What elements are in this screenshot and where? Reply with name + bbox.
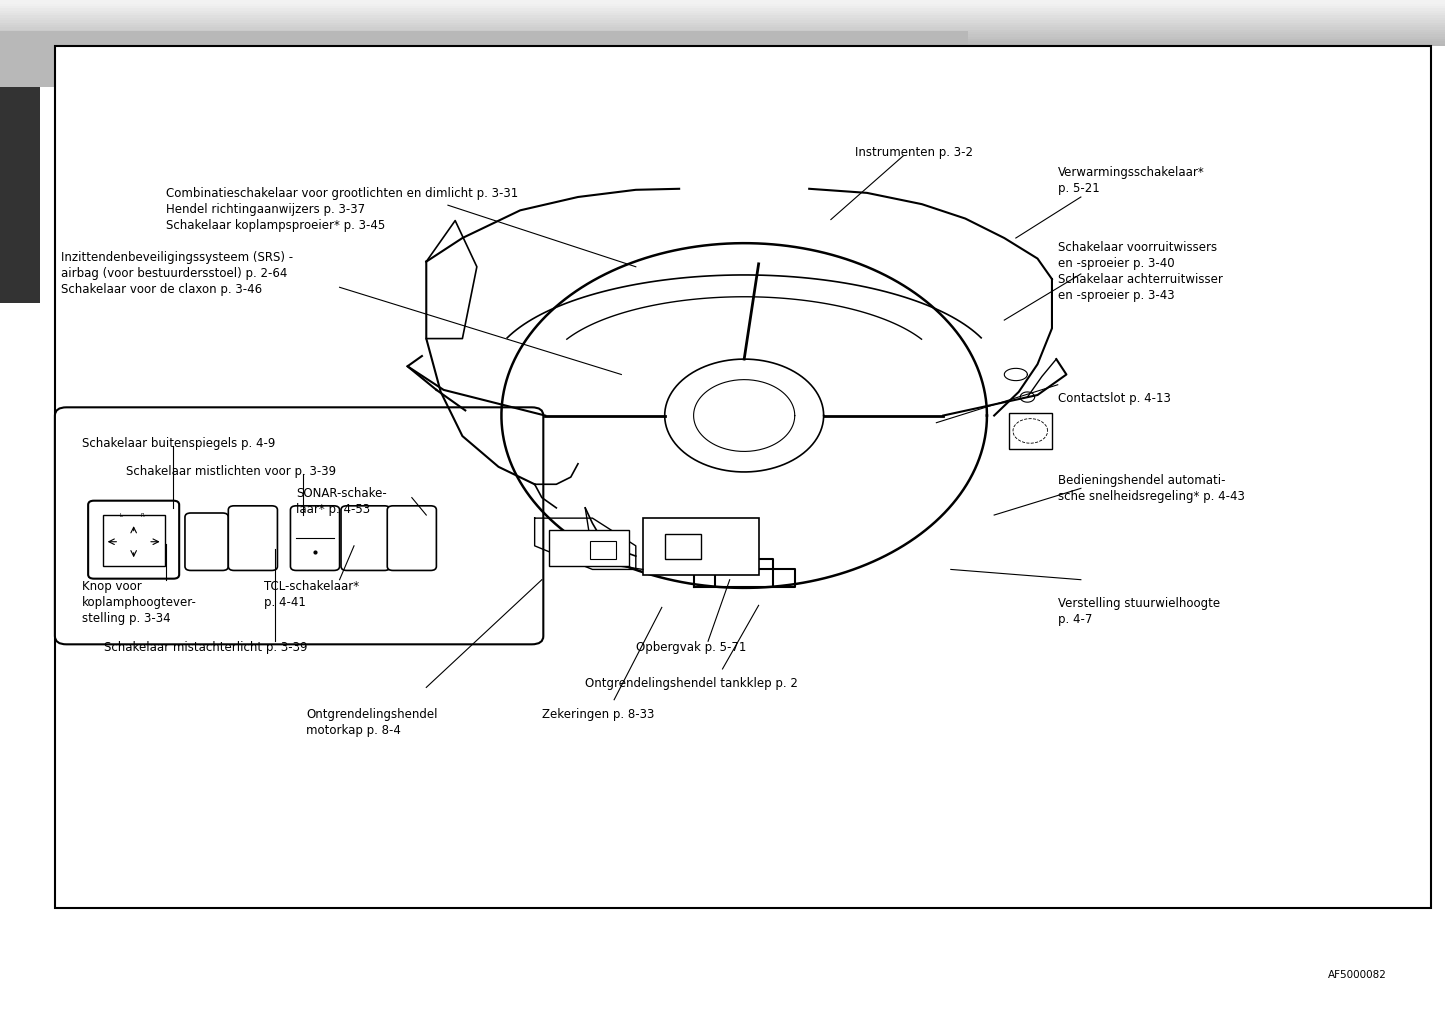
Bar	[0, 37, 1445, 39]
Text: Schakelaar mistachterlicht p. 3-39: Schakelaar mistachterlicht p. 3-39	[104, 641, 308, 655]
Text: Verwarmingsschakelaar*
p. 5-21: Verwarmingsschakelaar* p. 5-21	[1058, 166, 1205, 195]
Text: Opbergvak p. 5-71: Opbergvak p. 5-71	[636, 641, 746, 655]
FancyBboxPatch shape	[341, 506, 390, 570]
Bar	[55, 46, 1431, 908]
Bar	[0, 8, 1445, 11]
Text: TCL-schakelaar*
p. 4-41: TCL-schakelaar* p. 4-41	[264, 580, 360, 608]
Bar	[0, 4, 1445, 6]
Text: Knop voor
koplamphoogtever-
stelling p. 3-34: Knop voor koplamphoogtever- stelling p. …	[82, 580, 197, 625]
Text: R: R	[142, 513, 145, 518]
Bar	[0, 25, 1445, 28]
Bar	[0, 0, 1445, 1]
Bar	[103, 515, 165, 566]
Bar	[0, 17, 1445, 21]
Text: Ontgrendelingshendel
motorkap p. 8-4: Ontgrendelingshendel motorkap p. 8-4	[306, 708, 438, 737]
Bar	[0, 44, 1445, 46]
Text: Schakelaar buitenspiegels p. 4-9: Schakelaar buitenspiegels p. 4-9	[82, 437, 276, 450]
Text: L: L	[118, 513, 123, 518]
Bar	[0, 13, 1445, 15]
Bar	[0, 87, 40, 303]
Text: Contactslot p. 4-13: Contactslot p. 4-13	[1058, 392, 1170, 405]
FancyBboxPatch shape	[185, 513, 228, 570]
Bar	[0, 32, 1445, 35]
Text: Instrumenten en bedieningselementen (Bestuurdersplaats): Instrumenten en bedieningselementen (Bes…	[348, 100, 1097, 120]
Bar	[0, 30, 1445, 32]
Text: E00100101563: E00100101563	[1316, 94, 1390, 105]
Bar	[0, 1, 1445, 4]
Bar	[590, 541, 616, 559]
Bar	[549, 530, 629, 566]
Bar	[0, 6, 1445, 8]
Text: Verstelling stuurwielhoogte
p. 4-7: Verstelling stuurwielhoogte p. 4-7	[1058, 597, 1220, 626]
FancyBboxPatch shape	[290, 506, 340, 570]
Bar	[0, 35, 1445, 37]
Text: Inzittendenbeveiligingssysteem (SRS) -
airbag (voor bestuurdersstoel) p. 2-64
Sc: Inzittendenbeveiligingssysteem (SRS) - a…	[61, 251, 293, 297]
Text: Schakelaar voorruitwissers
en -sproeier p. 3-40
Schakelaar achterruitwisser
en -: Schakelaar voorruitwissers en -sproeier …	[1058, 241, 1222, 302]
Bar	[1009, 413, 1052, 449]
Bar	[643, 518, 759, 575]
Bar	[0, 11, 1445, 13]
Bar	[0, 28, 1445, 30]
Text: Bedieningshendel automati-
sche snelheidsregeling* p. 4-43: Bedieningshendel automati- sche snelheid…	[1058, 474, 1244, 503]
Text: Instrumenten p. 3-2: Instrumenten p. 3-2	[855, 146, 974, 159]
FancyBboxPatch shape	[387, 506, 436, 570]
Text: Algemeen overzicht: Algemeen overzicht	[55, 47, 194, 60]
FancyBboxPatch shape	[55, 407, 543, 644]
FancyBboxPatch shape	[228, 506, 277, 570]
Text: AF5000082: AF5000082	[1328, 970, 1387, 980]
Bar	[0, 15, 1445, 17]
Bar	[0, 31, 968, 87]
Text: Ontgrendelingshendel tankklep p. 2: Ontgrendelingshendel tankklep p. 2	[585, 677, 798, 690]
Bar	[0, 39, 1445, 41]
Text: Combinatieschakelaar voor grootlichten en dimlicht p. 3-31
Hendel richtingaanwij: Combinatieschakelaar voor grootlichten e…	[166, 187, 519, 232]
FancyBboxPatch shape	[88, 501, 179, 579]
Bar	[0, 41, 1445, 44]
Text: SONAR-schake-
laar* p. 4-53: SONAR-schake- laar* p. 4-53	[296, 487, 387, 516]
Text: Zekeringen p. 8-33: Zekeringen p. 8-33	[542, 708, 655, 721]
Bar	[0, 23, 1445, 25]
Bar	[0, 21, 1445, 23]
Bar	[665, 534, 701, 559]
Text: Schakelaar mistlichten voor p. 3-39: Schakelaar mistlichten voor p. 3-39	[126, 465, 335, 478]
